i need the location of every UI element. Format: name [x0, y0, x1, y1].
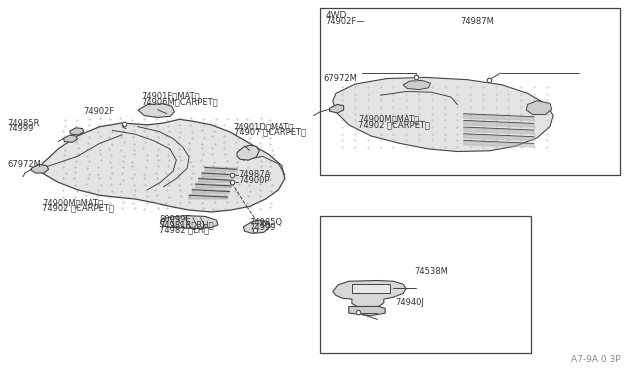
Polygon shape: [349, 307, 385, 316]
Polygon shape: [526, 101, 552, 115]
Text: 74999: 74999: [7, 124, 33, 133]
Text: 74999: 74999: [250, 223, 276, 232]
Text: 74901F〈MAT〉: 74901F〈MAT〉: [141, 92, 200, 101]
Polygon shape: [464, 135, 534, 140]
Text: 74906M〈CARPET〉: 74906M〈CARPET〉: [141, 97, 218, 106]
Text: 74940J: 74940J: [396, 298, 424, 307]
Text: 74538M: 74538M: [415, 267, 449, 276]
Polygon shape: [138, 104, 174, 118]
Text: 74900P: 74900P: [238, 176, 269, 185]
Text: 74907 〈CARPET〉: 74907 〈CARPET〉: [234, 127, 306, 137]
Polygon shape: [70, 128, 84, 135]
Text: 74982 〈LH〉: 74982 〈LH〉: [159, 225, 209, 234]
Polygon shape: [243, 220, 270, 234]
Polygon shape: [192, 189, 229, 193]
Text: 67972M: 67972M: [7, 160, 41, 169]
Polygon shape: [330, 105, 344, 113]
Polygon shape: [189, 195, 227, 199]
Polygon shape: [464, 128, 534, 134]
Bar: [352, 284, 390, 294]
Polygon shape: [31, 164, 49, 173]
Text: 74900M〈MAT〉: 74900M〈MAT〉: [358, 115, 419, 124]
Polygon shape: [42, 119, 285, 212]
Polygon shape: [464, 121, 534, 127]
Text: 74902F: 74902F: [84, 108, 115, 116]
Polygon shape: [202, 172, 235, 177]
Text: 74900M〈MAT〉: 74900M〈MAT〉: [42, 198, 103, 207]
Polygon shape: [464, 115, 534, 121]
Polygon shape: [403, 80, 431, 90]
Bar: [320, 8, 620, 175]
Text: 74901D〈MAT〉: 74901D〈MAT〉: [234, 122, 294, 131]
Text: 80999E: 80999E: [159, 215, 191, 224]
Polygon shape: [237, 145, 259, 160]
Text: A7-9A 0 3P: A7-9A 0 3P: [570, 355, 620, 364]
Polygon shape: [63, 135, 77, 142]
Text: 74902 〈CARPET〉: 74902 〈CARPET〉: [358, 120, 430, 129]
Text: 74985Q: 74985Q: [250, 218, 283, 227]
Bar: [320, 216, 531, 353]
Polygon shape: [333, 280, 406, 308]
Text: 74981R〈RH〉: 74981R〈RH〉: [159, 220, 214, 229]
Text: 74902F—: 74902F—: [325, 17, 365, 26]
Text: 74902 〈CARPET〉: 74902 〈CARPET〉: [42, 203, 114, 212]
Polygon shape: [161, 216, 218, 229]
Polygon shape: [464, 141, 534, 147]
Text: 4WD: 4WD: [325, 11, 346, 20]
Polygon shape: [205, 167, 237, 171]
Polygon shape: [198, 178, 233, 182]
Text: 67972M: 67972M: [323, 74, 357, 83]
Text: 74987M: 74987M: [461, 17, 494, 26]
Text: 74987A: 74987A: [238, 170, 271, 179]
Text: 74985R: 74985R: [7, 119, 40, 128]
Polygon shape: [195, 183, 231, 188]
Polygon shape: [333, 77, 553, 151]
